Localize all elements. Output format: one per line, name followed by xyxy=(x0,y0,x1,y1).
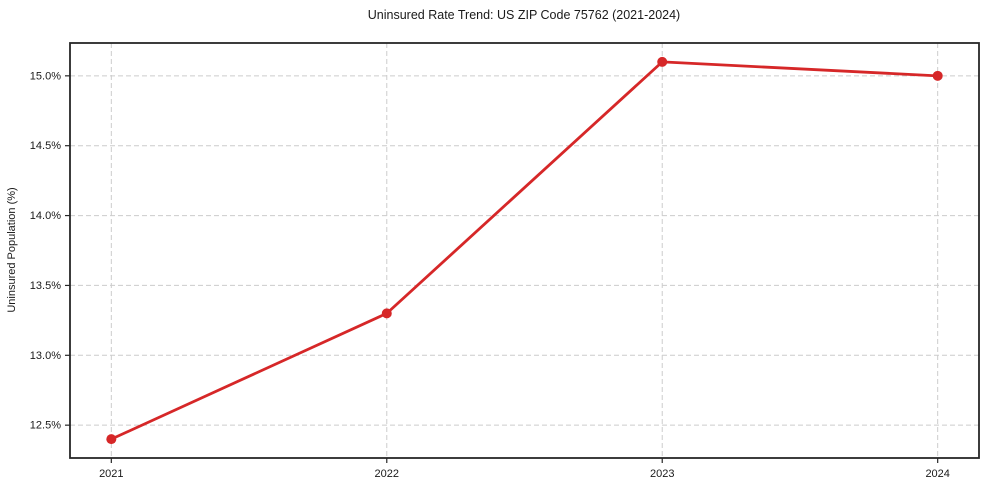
y-tick-label: 13.5% xyxy=(30,280,61,292)
data-point xyxy=(381,308,392,319)
y-tick-label: 14.0% xyxy=(30,210,61,222)
y-tick-label: 15.0% xyxy=(30,70,61,82)
plot-border xyxy=(69,42,980,459)
plot-area: 12.5% 13.0% 13.5% 14.0% 14.5% 15.0% 2021 2022 20… xyxy=(30,42,980,480)
x-tick-label: 2022 xyxy=(375,468,399,480)
y-axis-label: Uninsured Population (%) xyxy=(6,187,18,312)
chart-title: Uninsured Rate Trend: US ZIP Code 75762 … xyxy=(368,8,680,22)
x-tick-label: 2021 xyxy=(99,468,123,480)
y-tick-label: 14.5% xyxy=(30,140,61,152)
x-tick-label: 2023 xyxy=(650,468,674,480)
data-point xyxy=(106,434,117,445)
x-tick-label: 2024 xyxy=(925,468,949,480)
series-line xyxy=(109,60,940,441)
data-point xyxy=(932,70,943,81)
data-point xyxy=(657,56,668,67)
y-tick-label: 13.0% xyxy=(30,350,61,362)
y-tick-label: 12.5% xyxy=(30,420,61,432)
